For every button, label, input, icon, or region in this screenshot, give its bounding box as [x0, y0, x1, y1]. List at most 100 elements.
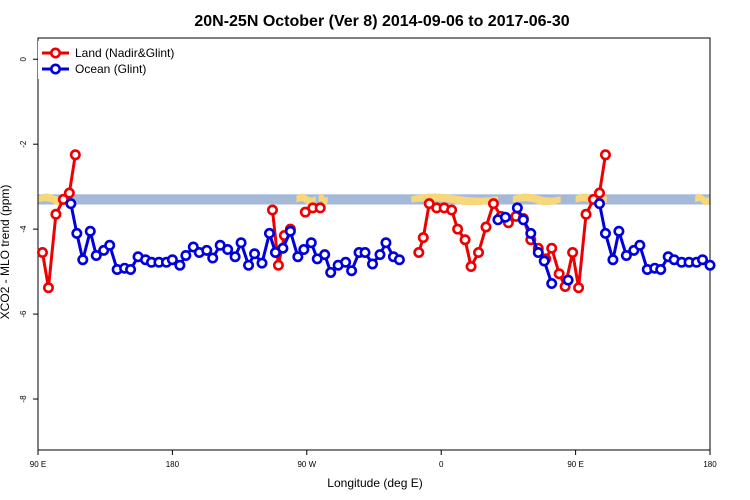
series-land-point — [50, 208, 62, 220]
plot-border — [37, 37, 711, 451]
series-ocean-point — [305, 237, 317, 249]
map-land-patch — [512, 193, 561, 206]
series-ocean-point — [697, 254, 709, 266]
series-ocean-point — [84, 225, 96, 237]
x-tick-label: 90 E — [567, 460, 583, 469]
series-land-point — [63, 187, 75, 199]
series-land-point — [314, 202, 326, 214]
series-ocean-point — [65, 198, 77, 210]
map-land-patch — [318, 193, 328, 206]
series-ocean-point — [125, 263, 137, 275]
series-land-line — [41, 154, 77, 290]
series-ocean-point — [393, 254, 405, 266]
map-land-patch — [411, 193, 498, 206]
series-layer — [36, 149, 716, 294]
series-ocean-point — [599, 227, 611, 239]
map-ocean-band — [38, 194, 710, 205]
series-ocean-point — [207, 252, 219, 264]
x-tick-label: 0 — [439, 460, 444, 469]
series-ocean-point — [562, 274, 574, 286]
series-ocean-point — [174, 259, 186, 271]
y-tick-label: -6 — [19, 310, 28, 318]
x-tick-label: 90 E — [30, 460, 46, 469]
map-land-patch — [296, 193, 316, 206]
series-ocean-point — [284, 225, 296, 237]
series-land-point — [266, 204, 278, 216]
series-ocean-point — [325, 266, 337, 278]
y-axis-ticks: 0 -2 -4 -6 -8 — [19, 56, 38, 403]
series-ocean-point — [620, 249, 632, 261]
series-land-point — [567, 246, 579, 258]
map-strip — [38, 193, 710, 206]
series-ocean-point — [704, 259, 716, 271]
map-land-patch — [695, 193, 710, 206]
legend-background — [38, 41, 196, 79]
series-land-point — [487, 198, 499, 210]
chart-title: 20N-25N October (Ver 8) 2014-09-06 to 20… — [194, 13, 569, 30]
series-ocean-point — [71, 227, 83, 239]
y-tick-label: -4 — [19, 225, 28, 233]
x-axis-label: Longitude (deg E) — [327, 476, 422, 490]
series-ocean — [65, 198, 716, 290]
series-land-point — [473, 246, 485, 258]
series-ocean-point — [546, 278, 558, 290]
series-land-point — [573, 282, 585, 294]
series-ocean-point — [374, 249, 386, 261]
x-tick-label: 180 — [703, 460, 717, 469]
series-ocean-point — [655, 263, 667, 275]
series-land-point — [272, 259, 284, 271]
series-ocean-point — [499, 211, 511, 223]
series-ocean-point — [243, 259, 255, 271]
series-land-point — [36, 246, 48, 258]
x-tick-label: 180 — [166, 460, 180, 469]
series-ocean-point — [634, 239, 646, 251]
series-land-point — [452, 223, 464, 235]
series-ocean-point — [77, 254, 89, 266]
y-tick-label: -2 — [19, 140, 28, 148]
series-ocean-point — [511, 202, 523, 214]
series-land-point — [42, 282, 54, 294]
series-land-point — [546, 242, 558, 254]
y-tick-label: -8 — [19, 395, 28, 403]
series-land-point — [459, 234, 471, 246]
series-ocean-point — [263, 227, 275, 239]
series-land-point — [599, 149, 611, 161]
series-ocean-point — [346, 265, 358, 277]
series-ocean-point — [607, 254, 619, 266]
legend-marker-land — [49, 47, 61, 59]
series-land-point — [580, 208, 592, 220]
series-ocean-point — [298, 244, 310, 256]
series-ocean-point — [613, 225, 625, 237]
series-ocean-point — [532, 246, 544, 258]
series-land-point — [593, 187, 605, 199]
series-ocean-point — [235, 237, 247, 249]
legend-marker-ocean — [49, 63, 61, 75]
series-ocean-point — [256, 257, 268, 269]
x-axis-ticks: 90 E 180 90 W 0 90 E 180 — [30, 450, 717, 469]
series-ocean-point — [517, 214, 529, 226]
series-ocean-point — [90, 249, 102, 261]
series-ocean-point — [525, 227, 537, 239]
series-ocean-point — [359, 246, 371, 258]
y-axis-label: XCO2 - MLO trend (ppm) — [0, 185, 12, 320]
series-ocean-point — [104, 239, 116, 251]
series-land-point — [69, 149, 81, 161]
series-land-point — [413, 246, 425, 258]
series-ocean-point — [249, 248, 261, 260]
series-ocean-point — [180, 249, 192, 261]
legend-label-ocean: Ocean (Glint) — [75, 62, 146, 76]
legend: Land (Nadir&Glint) Ocean (Glint) — [38, 41, 196, 79]
series-ocean-point — [201, 244, 213, 256]
series-ocean-point — [222, 244, 234, 256]
series-ocean-point — [277, 242, 289, 254]
series-ocean-point — [229, 251, 241, 263]
series-ocean-point — [319, 249, 331, 261]
series-land-point — [446, 204, 458, 216]
series-ocean-point — [538, 255, 550, 267]
series-ocean-point — [340, 256, 352, 268]
series-ocean-point — [367, 258, 379, 270]
x-tick-label: 90 W — [297, 460, 316, 469]
series-ocean-point — [380, 237, 392, 249]
series-ocean-point — [593, 198, 605, 210]
